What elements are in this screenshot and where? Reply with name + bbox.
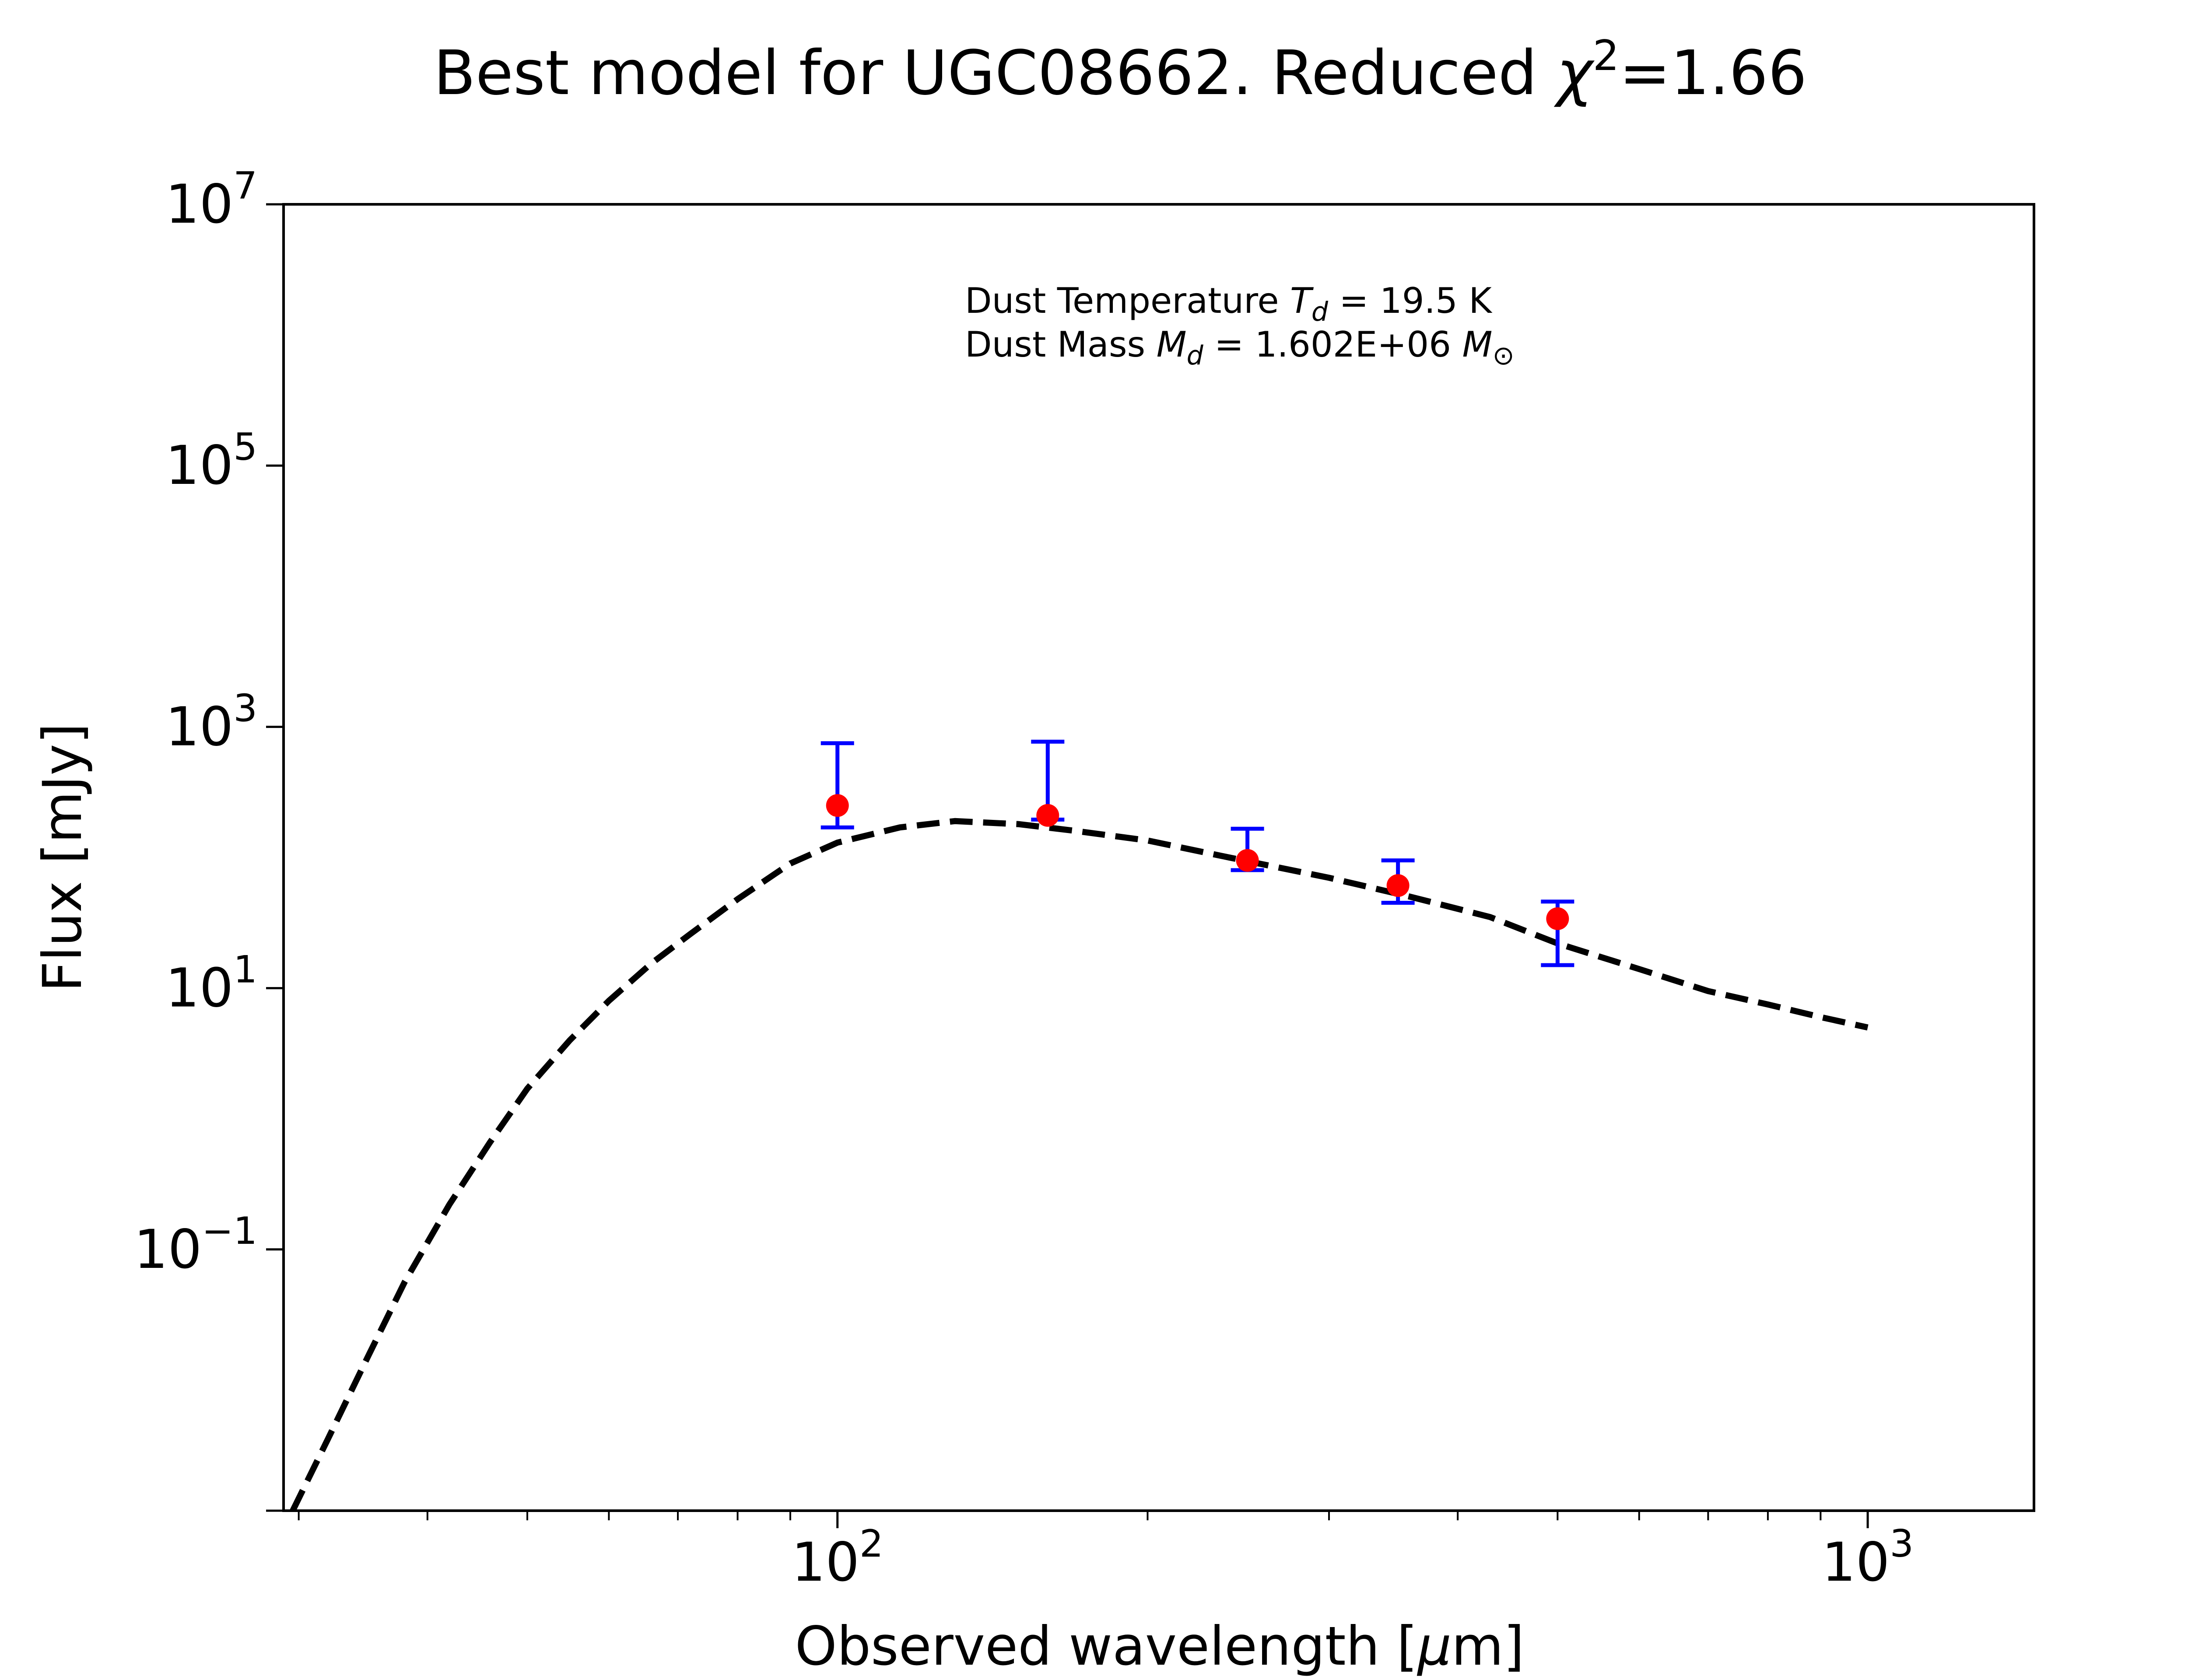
plot-frame [282, 203, 2035, 1512]
data-marker [1386, 874, 1410, 897]
data-points-layer [820, 739, 1574, 967]
y-axis-label: Flux [mJy] [32, 723, 94, 992]
data-point-2 [1031, 739, 1065, 827]
x-axis-label: Observed wavelength [μm] [795, 1615, 1525, 1677]
x-tick-label: 102 [792, 1522, 884, 1593]
dust-mass-annotation: Dust Mass Md = 1.602E+06 M⊙ [965, 324, 1515, 371]
x-axis-ticks: 102 103 [298, 1511, 1914, 1593]
chart-title: Best model for UGC08662. Reduced χ2=1.66 [434, 32, 1807, 109]
data-marker [1036, 804, 1059, 827]
data-marker [1546, 907, 1569, 930]
x-tick-label: 103 [1822, 1522, 1914, 1593]
data-point-1 [820, 741, 854, 830]
dust-temperature-annotation: Dust Temperature Td = 19.5 K [965, 280, 1493, 327]
data-point-4 [1381, 858, 1415, 905]
y-tick-label: 105 [165, 425, 257, 497]
data-marker [1236, 849, 1259, 872]
data-point-3 [1231, 826, 1264, 872]
y-tick-label: 107 [165, 164, 257, 235]
y-axis-ticks: 10−1 101 103 105 107 [134, 164, 284, 1512]
data-point-5 [1541, 900, 1574, 967]
data-marker [826, 794, 849, 817]
y-tick-label: 10−1 [134, 1209, 257, 1281]
y-tick-label: 101 [165, 948, 257, 1019]
model-curve-line [290, 818, 1869, 1512]
y-tick-label: 103 [165, 686, 257, 758]
model-curve-layer [290, 818, 1869, 1512]
